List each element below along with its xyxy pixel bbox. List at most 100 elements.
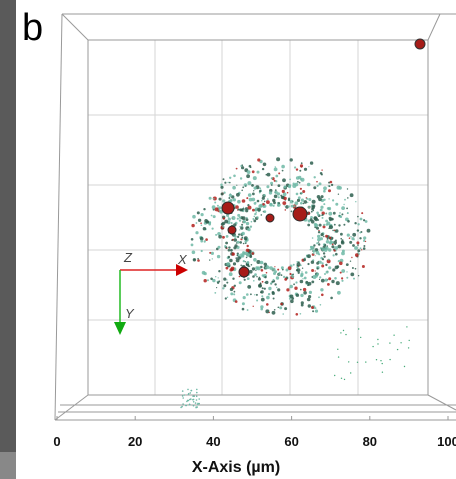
specimen-dot <box>296 261 299 263</box>
specimen-dot <box>229 258 233 263</box>
specimen-dot <box>281 189 285 193</box>
specimen-dot <box>192 401 195 403</box>
specimen-dot <box>357 215 359 218</box>
specimen-dot <box>197 257 199 260</box>
specimen-dot <box>226 296 229 298</box>
specimen-dot <box>278 273 280 276</box>
specimen-dot <box>283 205 285 207</box>
specimen-dot <box>189 392 192 394</box>
specimen-dot <box>199 236 204 241</box>
specimen-dot <box>295 192 299 196</box>
specimen-dot <box>260 290 264 294</box>
specimen-dot <box>393 334 395 336</box>
specimen-dot <box>349 240 353 244</box>
specimen-dot <box>261 287 264 290</box>
specimen-dot <box>270 177 273 180</box>
specimen-dot <box>300 177 305 182</box>
specimen-dot <box>261 280 264 283</box>
specimen-dot <box>343 203 345 206</box>
specimen-dot <box>267 293 271 296</box>
specimen-dot <box>252 208 255 212</box>
specimen-dot <box>328 248 332 252</box>
specimen-dot <box>289 199 294 204</box>
specimen-dot <box>330 183 334 187</box>
specimen-dot <box>312 252 315 255</box>
specimen-dot <box>358 328 360 330</box>
specimen-dot <box>227 255 231 259</box>
specimen-dot <box>407 347 410 349</box>
specimen-dot <box>197 218 202 222</box>
specimen-dot <box>339 261 343 266</box>
specimen-dot <box>195 395 198 398</box>
specimen-dot <box>335 252 338 256</box>
specimen-dot <box>247 253 250 256</box>
specimen-dot <box>316 180 318 183</box>
specimen-dot <box>325 212 327 215</box>
specimen-dot <box>219 209 224 214</box>
specimen-dot <box>265 271 268 274</box>
specimen-dot <box>339 271 342 274</box>
specimen-dot <box>331 279 335 284</box>
specimen-dot <box>303 200 308 204</box>
specimen-dot <box>320 205 324 209</box>
specimen-dot <box>246 309 249 311</box>
triad-z: Z <box>123 250 133 265</box>
specimen-dot <box>241 166 245 170</box>
specimen-dot <box>350 236 352 238</box>
specimen-dot <box>334 243 336 246</box>
specimen-dot <box>253 186 257 190</box>
specimen-dot <box>205 238 208 241</box>
specimen-dot <box>302 278 304 280</box>
specimen-dot <box>262 262 264 264</box>
specimen-dot <box>229 199 233 203</box>
specimen-dot <box>331 243 334 246</box>
specimen-dot <box>319 304 322 306</box>
specimen-dot <box>229 181 231 184</box>
specimen-dot <box>337 348 339 350</box>
specimen-dot <box>222 199 226 203</box>
grid <box>88 40 428 395</box>
specimen-dot <box>261 199 263 202</box>
specimen-dot <box>204 219 208 223</box>
specimen-dot <box>225 241 229 245</box>
specimen-dot <box>232 277 235 280</box>
specimen-dot <box>289 178 291 181</box>
left-strip <box>0 0 16 452</box>
specimen-dot <box>372 345 374 348</box>
specimen-dot <box>336 185 341 190</box>
specimen-dot <box>233 293 236 296</box>
specimen-dot <box>339 212 341 214</box>
specimen-dot <box>224 297 227 300</box>
specimen-dot <box>207 279 209 282</box>
specimen-dot <box>288 287 290 289</box>
specimen-dot <box>282 313 285 315</box>
specimen-dot <box>222 287 225 290</box>
specimen-dot <box>406 326 408 328</box>
specimen-dot <box>220 192 224 196</box>
specimen-dot <box>260 297 265 302</box>
specimen-dot <box>301 192 303 195</box>
specimen-dot <box>307 201 309 204</box>
specimen-dot <box>317 213 320 216</box>
specimen-dot <box>322 252 326 255</box>
specimen-dot <box>187 393 190 396</box>
specimen-dot <box>296 266 299 269</box>
specimen-dot <box>297 196 301 200</box>
specimen-dot <box>181 390 184 392</box>
specimen-dot <box>278 172 281 175</box>
specimen-dot <box>237 199 241 204</box>
specimen-dot <box>218 234 222 239</box>
specimen-dot <box>338 224 341 227</box>
specimen-dot <box>262 203 265 206</box>
specimen-dot <box>268 311 270 314</box>
specimen-dot <box>355 201 357 203</box>
specimen-dot <box>247 285 252 289</box>
specimen-dot <box>232 198 236 202</box>
specimen-dot <box>325 263 328 267</box>
specimen-blob <box>265 213 275 223</box>
specimen-dot <box>300 274 304 278</box>
specimen-dot <box>296 198 301 202</box>
specimen-dot <box>286 191 289 194</box>
specimen-dot <box>281 268 284 271</box>
specimen-dot <box>211 227 214 230</box>
